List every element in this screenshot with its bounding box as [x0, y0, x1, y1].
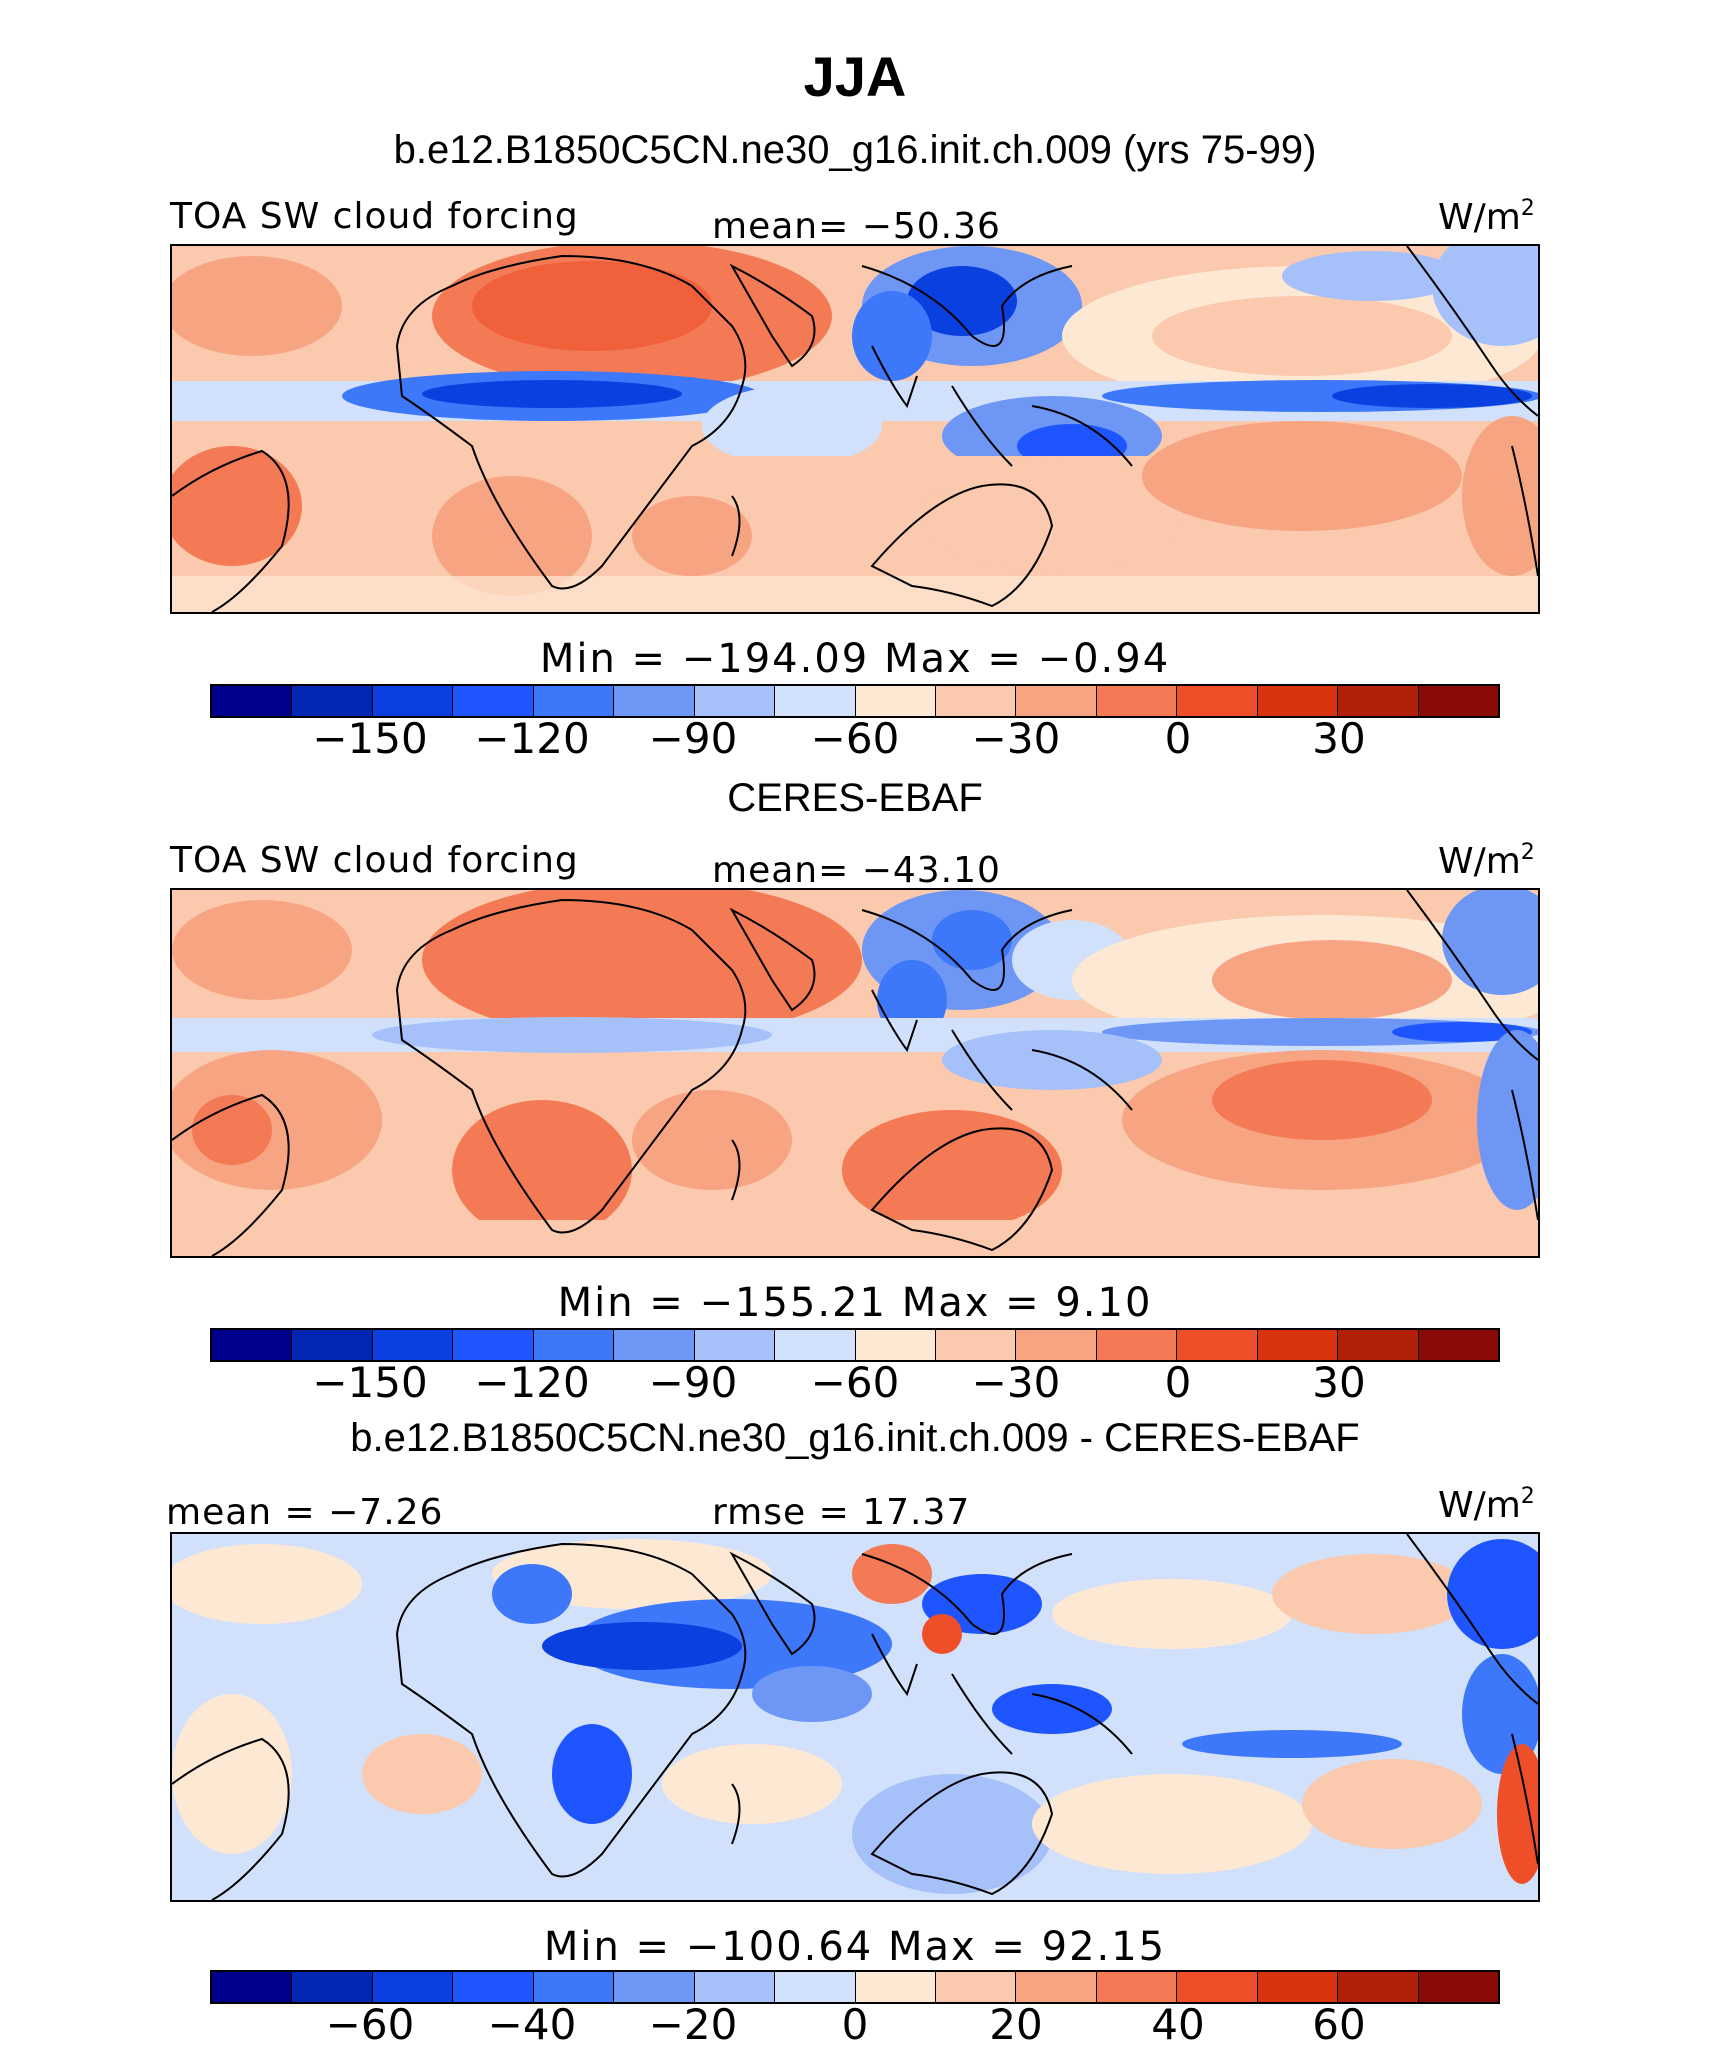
panel-3-colorbar-tick: 40 [1151, 2000, 1205, 2049]
colorbar-swatch [1338, 686, 1419, 716]
colorbar-swatch [1257, 686, 1339, 716]
panel-2-contour-field [172, 890, 1538, 1256]
panel-1-subtitle: b.e12.B1850C5CN.ne30_g16.init.ch.009 (yr… [393, 128, 1317, 172]
figure-title: JJA [803, 45, 907, 108]
panel-3-colorbar-tick: −60 [325, 2000, 415, 2049]
panel-2-colorbar-tick: −30 [971, 1358, 1061, 1407]
colorbar-swatch [855, 1330, 936, 1360]
colorbar-swatch [935, 686, 1017, 716]
panel-1-colorbar-tick: 30 [1312, 714, 1366, 763]
colorbar-swatch [292, 1972, 373, 2002]
panel-3-colorbar-tick: 20 [989, 2000, 1043, 2049]
colorbar-swatch [1096, 1330, 1178, 1360]
colorbar-swatch [775, 1330, 856, 1360]
colorbar-swatch [1016, 1330, 1097, 1360]
panel-1-colorbar-tick: −90 [648, 714, 738, 763]
colorbar-swatch [935, 1972, 1017, 2002]
colorbar-swatch [212, 1330, 293, 1360]
panel-1-colorbar-tick: −150 [312, 714, 428, 763]
panel-3-units: W/m2 [1438, 1484, 1535, 1526]
colorbar-swatch [453, 686, 534, 716]
panel-1-colorbar-tick: 0 [1164, 714, 1192, 763]
colorbar-swatch [1338, 1972, 1419, 2002]
panel-3-colorbar-tick: 0 [841, 2000, 869, 2049]
panel-1-units: W/m2 [1438, 196, 1535, 238]
colorbar-swatch [694, 1330, 776, 1360]
colorbar-swatch [1338, 1330, 1419, 1360]
panel-1-colorbar-tick: −60 [810, 714, 900, 763]
colorbar-swatch [935, 1330, 1017, 1360]
panel-3-rmse-label: rmse = 17.37 [712, 1492, 971, 1533]
panel-3-colorbar-tick: −40 [487, 2000, 577, 2049]
colorbar-swatch [614, 1972, 695, 2002]
colorbar-swatch [292, 1330, 373, 1360]
panel-2-subtitle: CERES-EBAF [727, 776, 983, 820]
panel-1-colorbar-tick: −120 [474, 714, 590, 763]
colorbar-swatch [372, 686, 454, 716]
panel-3-mean-label: mean = −7.26 [166, 1492, 444, 1533]
colorbar-swatch [292, 686, 373, 716]
colorbar-swatch [1418, 686, 1498, 716]
colorbar-swatch [855, 1972, 936, 2002]
panel-3-colorbar-tick: 60 [1312, 2000, 1366, 2049]
colorbar-swatch [1177, 1330, 1258, 1360]
colorbar-swatch [533, 686, 615, 716]
colorbar-swatch [1418, 1330, 1498, 1360]
colorbar-swatch [533, 1972, 615, 2002]
panel-2-colorbar-tick: −90 [648, 1358, 738, 1407]
panel-2-colorbar-tick: 0 [1164, 1358, 1192, 1407]
panel-2-colorbar-tick: −60 [810, 1358, 900, 1407]
colorbar-swatch [1016, 1972, 1097, 2002]
panel-2-min-max: Min = −155.21 Max = 9.10 [557, 1280, 1153, 1326]
panel-1-mean-label: mean= −50.36 [712, 206, 1001, 247]
colorbar-swatch [1418, 1972, 1498, 2002]
panel-1-min-max: Min = −194.09 Max = −0.94 [539, 636, 1171, 682]
colorbar-swatch [694, 1972, 776, 2002]
panel-2-mean-label: mean= −43.10 [712, 850, 1001, 891]
colorbar-swatch [453, 1972, 534, 2002]
panel-3-contour-field [172, 1534, 1538, 1900]
colorbar-swatch [372, 1330, 454, 1360]
colorbar-swatch [855, 686, 936, 716]
colorbar-swatch [1016, 686, 1097, 716]
panel-1-contour-field [172, 246, 1538, 612]
panel-2-units: W/m2 [1438, 840, 1535, 882]
panel-3-colorbar-tick: −20 [648, 2000, 738, 2049]
panel-2-colorbar-tick: −120 [474, 1358, 590, 1407]
panel-1-colorbar [210, 684, 1500, 718]
colorbar-swatch [453, 1330, 534, 1360]
panel-2-variable-label: TOA SW cloud forcing [170, 840, 579, 881]
panel-1-colorbar-tick: −30 [971, 714, 1061, 763]
colorbar-swatch [212, 1972, 293, 2002]
colorbar-swatch [212, 686, 293, 716]
colorbar-swatch [1257, 1972, 1339, 2002]
colorbar-swatch [1096, 686, 1178, 716]
panel-2-colorbar-tick: −150 [312, 1358, 428, 1407]
colorbar-swatch [775, 1972, 856, 2002]
panel-3-min-max: Min = −100.64 Max = 92.15 [543, 1924, 1167, 1970]
panel-3-subtitle: b.e12.B1850C5CN.ne30_g16.init.ch.009 - C… [350, 1416, 1360, 1460]
colorbar-swatch [694, 686, 776, 716]
panel-2-map [170, 888, 1540, 1258]
colorbar-swatch [775, 686, 856, 716]
colorbar-swatch [372, 1972, 454, 2002]
colorbar-swatch [1177, 1972, 1258, 2002]
colorbar-swatch [614, 686, 695, 716]
colorbar-swatch [1257, 1330, 1339, 1360]
colorbar-swatch [1096, 1972, 1178, 2002]
panel-1-map [170, 244, 1540, 614]
panel-3-map [170, 1532, 1540, 1902]
panel-2-colorbar-tick: 30 [1312, 1358, 1366, 1407]
panel-2-colorbar [210, 1328, 1500, 1362]
colorbar-swatch [1177, 686, 1258, 716]
colorbar-swatch [614, 1330, 695, 1360]
panel-3-colorbar [210, 1970, 1500, 2004]
colorbar-swatch [533, 1330, 615, 1360]
panel-1-variable-label: TOA SW cloud forcing [170, 196, 579, 237]
